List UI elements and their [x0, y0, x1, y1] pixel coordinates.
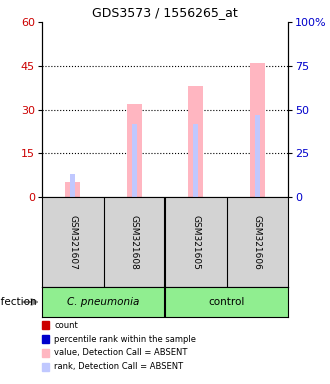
Bar: [132, 124, 137, 197]
Text: count: count: [54, 321, 78, 329]
Text: infection: infection: [0, 297, 37, 307]
Text: percentile rank within the sample: percentile rank within the sample: [54, 334, 196, 344]
Text: GSM321605: GSM321605: [191, 215, 200, 270]
Bar: [127, 104, 142, 197]
Text: GSM321607: GSM321607: [68, 215, 77, 270]
Text: control: control: [208, 297, 245, 307]
Bar: [255, 115, 260, 197]
Text: value, Detection Call = ABSENT: value, Detection Call = ABSENT: [54, 349, 187, 358]
Bar: [193, 124, 198, 197]
Title: GDS3573 / 1556265_at: GDS3573 / 1556265_at: [92, 7, 238, 20]
Text: GSM321606: GSM321606: [253, 215, 262, 270]
Bar: [188, 86, 203, 197]
Text: C. pneumonia: C. pneumonia: [67, 297, 140, 307]
Bar: [70, 174, 75, 197]
Text: rank, Detection Call = ABSENT: rank, Detection Call = ABSENT: [54, 362, 183, 371]
Bar: [65, 182, 81, 197]
Text: GSM321608: GSM321608: [130, 215, 139, 270]
Bar: [249, 63, 265, 197]
